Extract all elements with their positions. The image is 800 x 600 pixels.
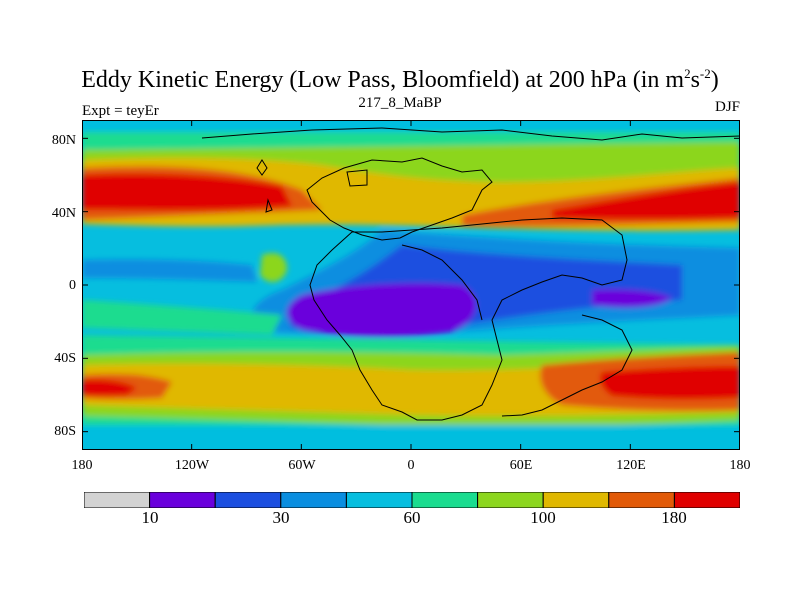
colorbar-swatch: [149, 492, 216, 508]
lon-tick-label: 120W: [174, 458, 210, 473]
colorbar-label: 10: [141, 508, 159, 527]
season-label: DJF: [714, 99, 740, 115]
lat-tick-label: 0: [69, 278, 76, 293]
map-field: [82, 120, 740, 450]
run-label: 217_8_MaBP: [358, 95, 442, 111]
lon-tick-label: 60E: [509, 458, 533, 473]
lat-tick-label: 80S: [54, 424, 76, 439]
colorbar-label: 100: [530, 508, 556, 527]
coastlines: [201, 127, 740, 421]
lon-tick-label: 120E: [616, 458, 646, 473]
lat-tick-label: 40N: [51, 206, 76, 221]
colorbar-swatch: [477, 492, 544, 508]
colorbar-label: 30: [272, 508, 290, 527]
colorbar-swatch: [345, 492, 413, 508]
lon-tick-label: 0: [407, 458, 415, 473]
lon-tick-label: 60W: [288, 458, 316, 473]
experiment-label: Expt = teyEr: [82, 103, 159, 119]
colorbar-swatch: [542, 492, 610, 508]
colorbar-swatch: [673, 492, 740, 508]
colorbar-label: 180: [661, 508, 687, 527]
lon-tick-label: 180: [71, 458, 93, 473]
colorbar-swatch: [608, 492, 675, 508]
colorbar-label: 60: [403, 508, 421, 527]
colorbar-swatch: [214, 492, 282, 508]
colorbar: [84, 492, 740, 508]
colorbar-swatch: [411, 492, 479, 508]
colorbar-swatch: [84, 492, 151, 508]
lat-tick-label: 80N: [51, 133, 76, 148]
map-ticks: [82, 120, 740, 450]
lat-tick-label: 40S: [54, 351, 76, 366]
contour-map: [82, 120, 740, 450]
colorbar-swatch: [280, 492, 347, 508]
map-title: Eddy Kinetic Energy (Low Pass, Bloomfiel…: [81, 66, 719, 93]
lon-tick-label: 180: [729, 458, 751, 473]
